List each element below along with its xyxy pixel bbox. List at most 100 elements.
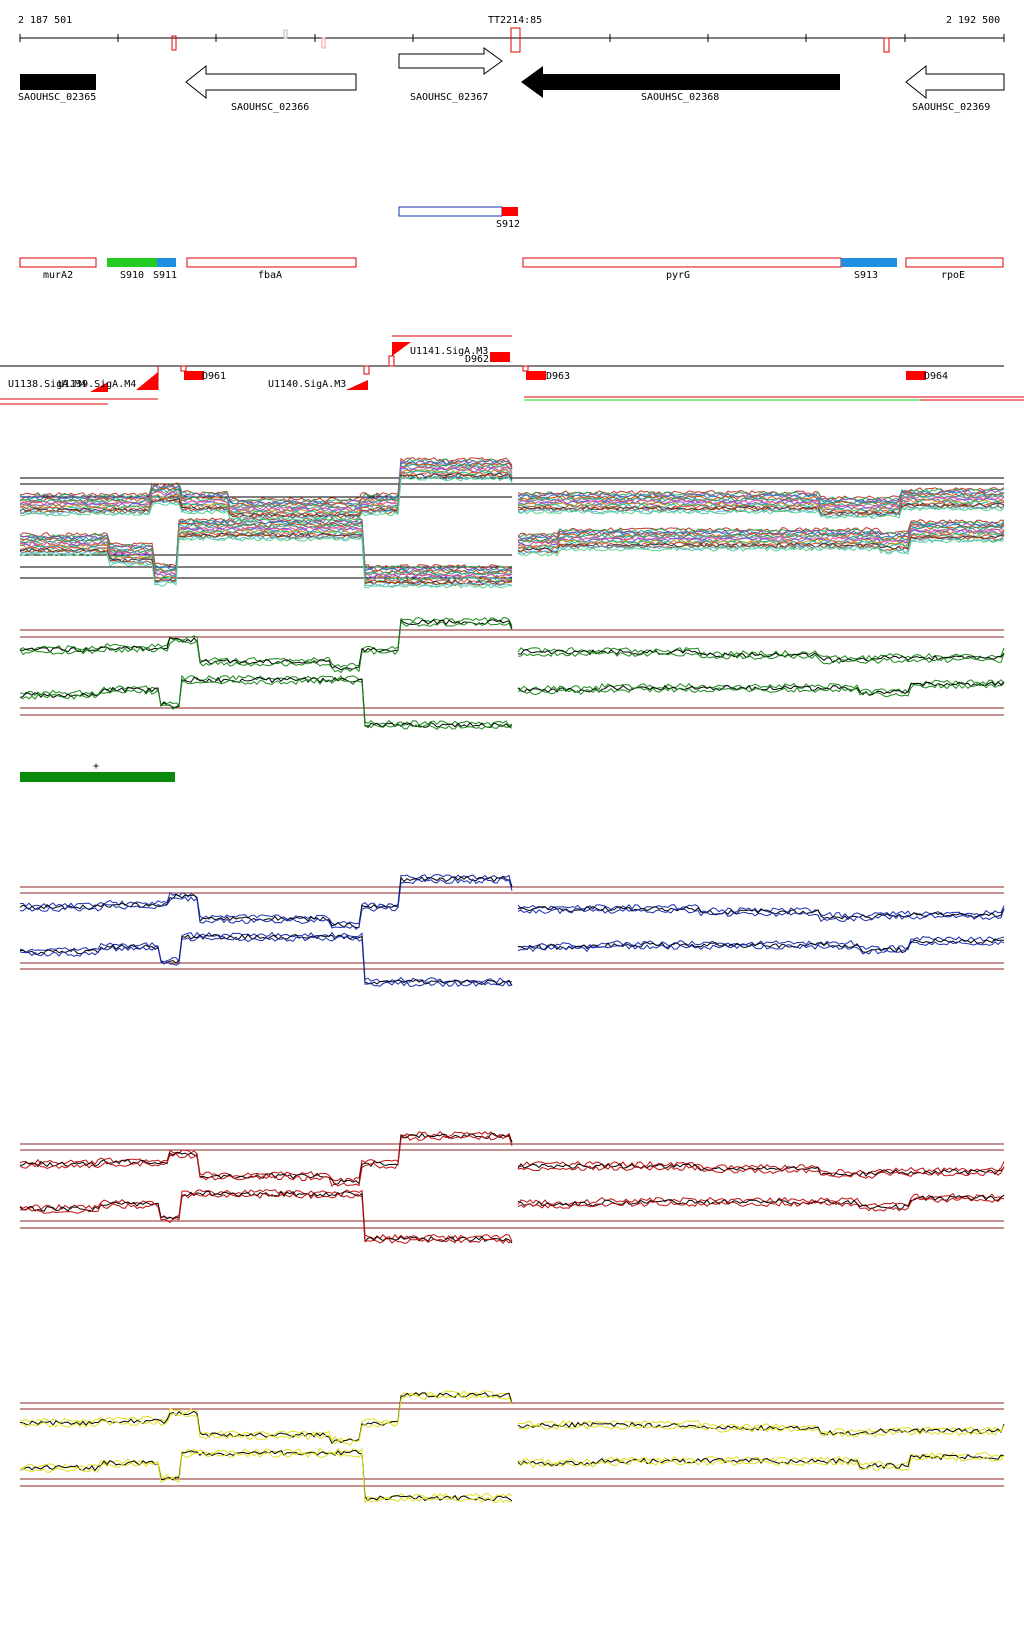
signal-trace-bottom-right: [517, 936, 1005, 951]
segment-track: S912 murA2 S910 S911 fbaA pyrG S913 rpoE: [19, 206, 1004, 281]
multi-trace-top-right: [517, 492, 1005, 506]
multi-trace-bottom-right: [517, 538, 1005, 557]
terminator-d962[interactable]: [490, 352, 510, 362]
segment-s911[interactable]: [157, 258, 176, 267]
segment-label-s913: S913: [854, 270, 878, 281]
signal-trace-top-left: [19, 1390, 513, 1443]
signal-trace-top-right: [517, 907, 1005, 923]
signal-trace-bottom-left: [19, 1190, 513, 1244]
segment-label-pyrg: pyrG: [666, 270, 690, 281]
signal-trace-top-right: [517, 1424, 1005, 1438]
signal-trace-top-left: [19, 1135, 513, 1188]
ruler-marker-label: TT2214:85: [488, 15, 542, 26]
green-expression-track: [19, 617, 1005, 731]
signal-trace-bottom-left: [19, 1451, 513, 1504]
multi-trace-top-left: [19, 458, 513, 504]
multi-trace-top-left: [19, 474, 513, 519]
signal-trace-bottom-left: [19, 678, 513, 731]
gene-arrow-02369[interactable]: [905, 64, 1005, 100]
segment-label-fbaa: fbaA: [258, 270, 282, 281]
segment-s910[interactable]: [107, 258, 157, 267]
multi-trace-bottom-left: [19, 522, 513, 575]
multi-trace-bottom-right: [517, 525, 1005, 543]
multi-trace-top-left: [19, 462, 513, 508]
regulation-track: U1141.SigA.M3 U1138.SigA.M4 U1139.SigA.M…: [0, 335, 1024, 405]
segment-label-rpoe: rpoE: [941, 270, 965, 281]
ruler: 2 187 501 TT2214:85 2 192 500: [18, 15, 1005, 53]
multi-trace-bottom-left: [19, 531, 513, 584]
gene-arrow-02365[interactable]: [20, 74, 96, 90]
promoter-label-u1140: U1140.SigA.M3: [268, 379, 346, 390]
ruler-start-label: 2 187 501: [18, 15, 72, 26]
terminator-d961[interactable]: [184, 371, 204, 380]
signal-trace-top-right: [517, 1164, 1005, 1179]
multi-trace-bottom-right: [517, 529, 1005, 549]
segment-pyrg[interactable]: [522, 257, 842, 268]
gene-label-02366: SAOUHSC_02366: [231, 102, 309, 113]
segment-fbaa[interactable]: [186, 257, 357, 268]
promoter-label-u1141: U1141.SigA.M3: [410, 346, 488, 357]
gene-arrow-02368[interactable]: [521, 66, 840, 98]
promoter-flag-u1140[interactable]: [346, 380, 368, 390]
multi-trace-top-left: [20, 468, 513, 514]
signal-trace-top-right: [517, 904, 1005, 919]
signal-trace-top-right: [517, 1160, 1005, 1175]
signal-trace-bottom-right: [517, 1192, 1005, 1207]
segment-mura2[interactable]: [19, 257, 97, 268]
signal-trace-bottom-left: [19, 1449, 513, 1502]
plus-marker: +: [93, 761, 99, 772]
segment-s913[interactable]: [841, 258, 897, 267]
multi-trace-bottom-left: [19, 523, 513, 576]
multi-trace-top-right: [517, 506, 1005, 520]
signal-trace-bottom-left: [19, 933, 513, 987]
signal-trace-top-left: [19, 620, 513, 674]
segment-label-mura2: murA2: [43, 270, 73, 281]
signal-trace-top-right: [517, 1421, 1005, 1436]
signal-trace-bottom-right: [517, 940, 1005, 955]
signal-trace-bottom-right: [517, 1197, 1005, 1212]
segment-label-s910: S910: [120, 270, 144, 281]
segment-rpoe[interactable]: [905, 257, 1004, 268]
multi-trace-top-right: [517, 497, 1005, 511]
yellow-expression-track: [19, 1390, 1005, 1504]
signal-trace-bottom-left: [19, 1189, 513, 1242]
terminator-d963[interactable]: [526, 371, 546, 380]
terminator-d964[interactable]: [906, 371, 926, 380]
signal-trace-bottom-right: [517, 681, 1005, 696]
multi-trace-top-left: [19, 476, 513, 522]
terminator-label-d962: D962: [465, 354, 489, 365]
signal-trace-bottom-left: [19, 931, 513, 984]
segment-label-s911: S911: [153, 270, 177, 281]
multi-trace-top-right: [517, 488, 1005, 502]
gene-label-02368: SAOUHSC_02368: [641, 92, 719, 103]
segment-s912[interactable]: [502, 207, 518, 216]
green-bar[interactable]: [20, 772, 175, 782]
gene-arrow-02367[interactable]: [398, 47, 503, 75]
gene-label-02369: SAOUHSC_02369: [912, 102, 990, 113]
gene-track: SAOUHSC_02365 SAOUHSC_02366 SAOUHSC_0236…: [18, 47, 1005, 113]
signal-trace-top-left: [19, 1132, 513, 1186]
signal-trace-top-left: [19, 877, 513, 930]
signal-trace-top-left: [19, 875, 513, 929]
signal-trace-top-left: [19, 1391, 513, 1445]
signal-trace-bottom-right: [517, 1194, 1005, 1210]
signal-trace-top-right: [517, 650, 1005, 665]
terminator-label-d963: D963: [546, 371, 570, 382]
signal-trace-top-left: [19, 1394, 513, 1447]
multi-trace-bottom-left: [19, 536, 512, 589]
multi-trace-top-right: [517, 494, 1005, 509]
multi-trace-bottom-left: [19, 530, 513, 583]
gene-arrow-02366[interactable]: [185, 64, 357, 100]
signal-trace-bottom-left: [19, 1447, 513, 1500]
promoter-flag-u1139[interactable]: [136, 372, 158, 390]
segment-s912-outline[interactable]: [398, 206, 503, 217]
signal-trace-bottom-right: [517, 1455, 1005, 1471]
gene-label-02367: SAOUHSC_02367: [410, 92, 488, 103]
promoter-label-u1139: U1139.SigA.M4: [58, 379, 136, 390]
terminator-label-d961: D961: [202, 371, 226, 382]
promoter-flag-u1141[interactable]: [392, 342, 411, 356]
promoter-flag-u1138[interactable]: [90, 382, 108, 392]
signal-trace-bottom-left: [19, 1192, 513, 1245]
multi-expression-track: [19, 456, 1005, 589]
